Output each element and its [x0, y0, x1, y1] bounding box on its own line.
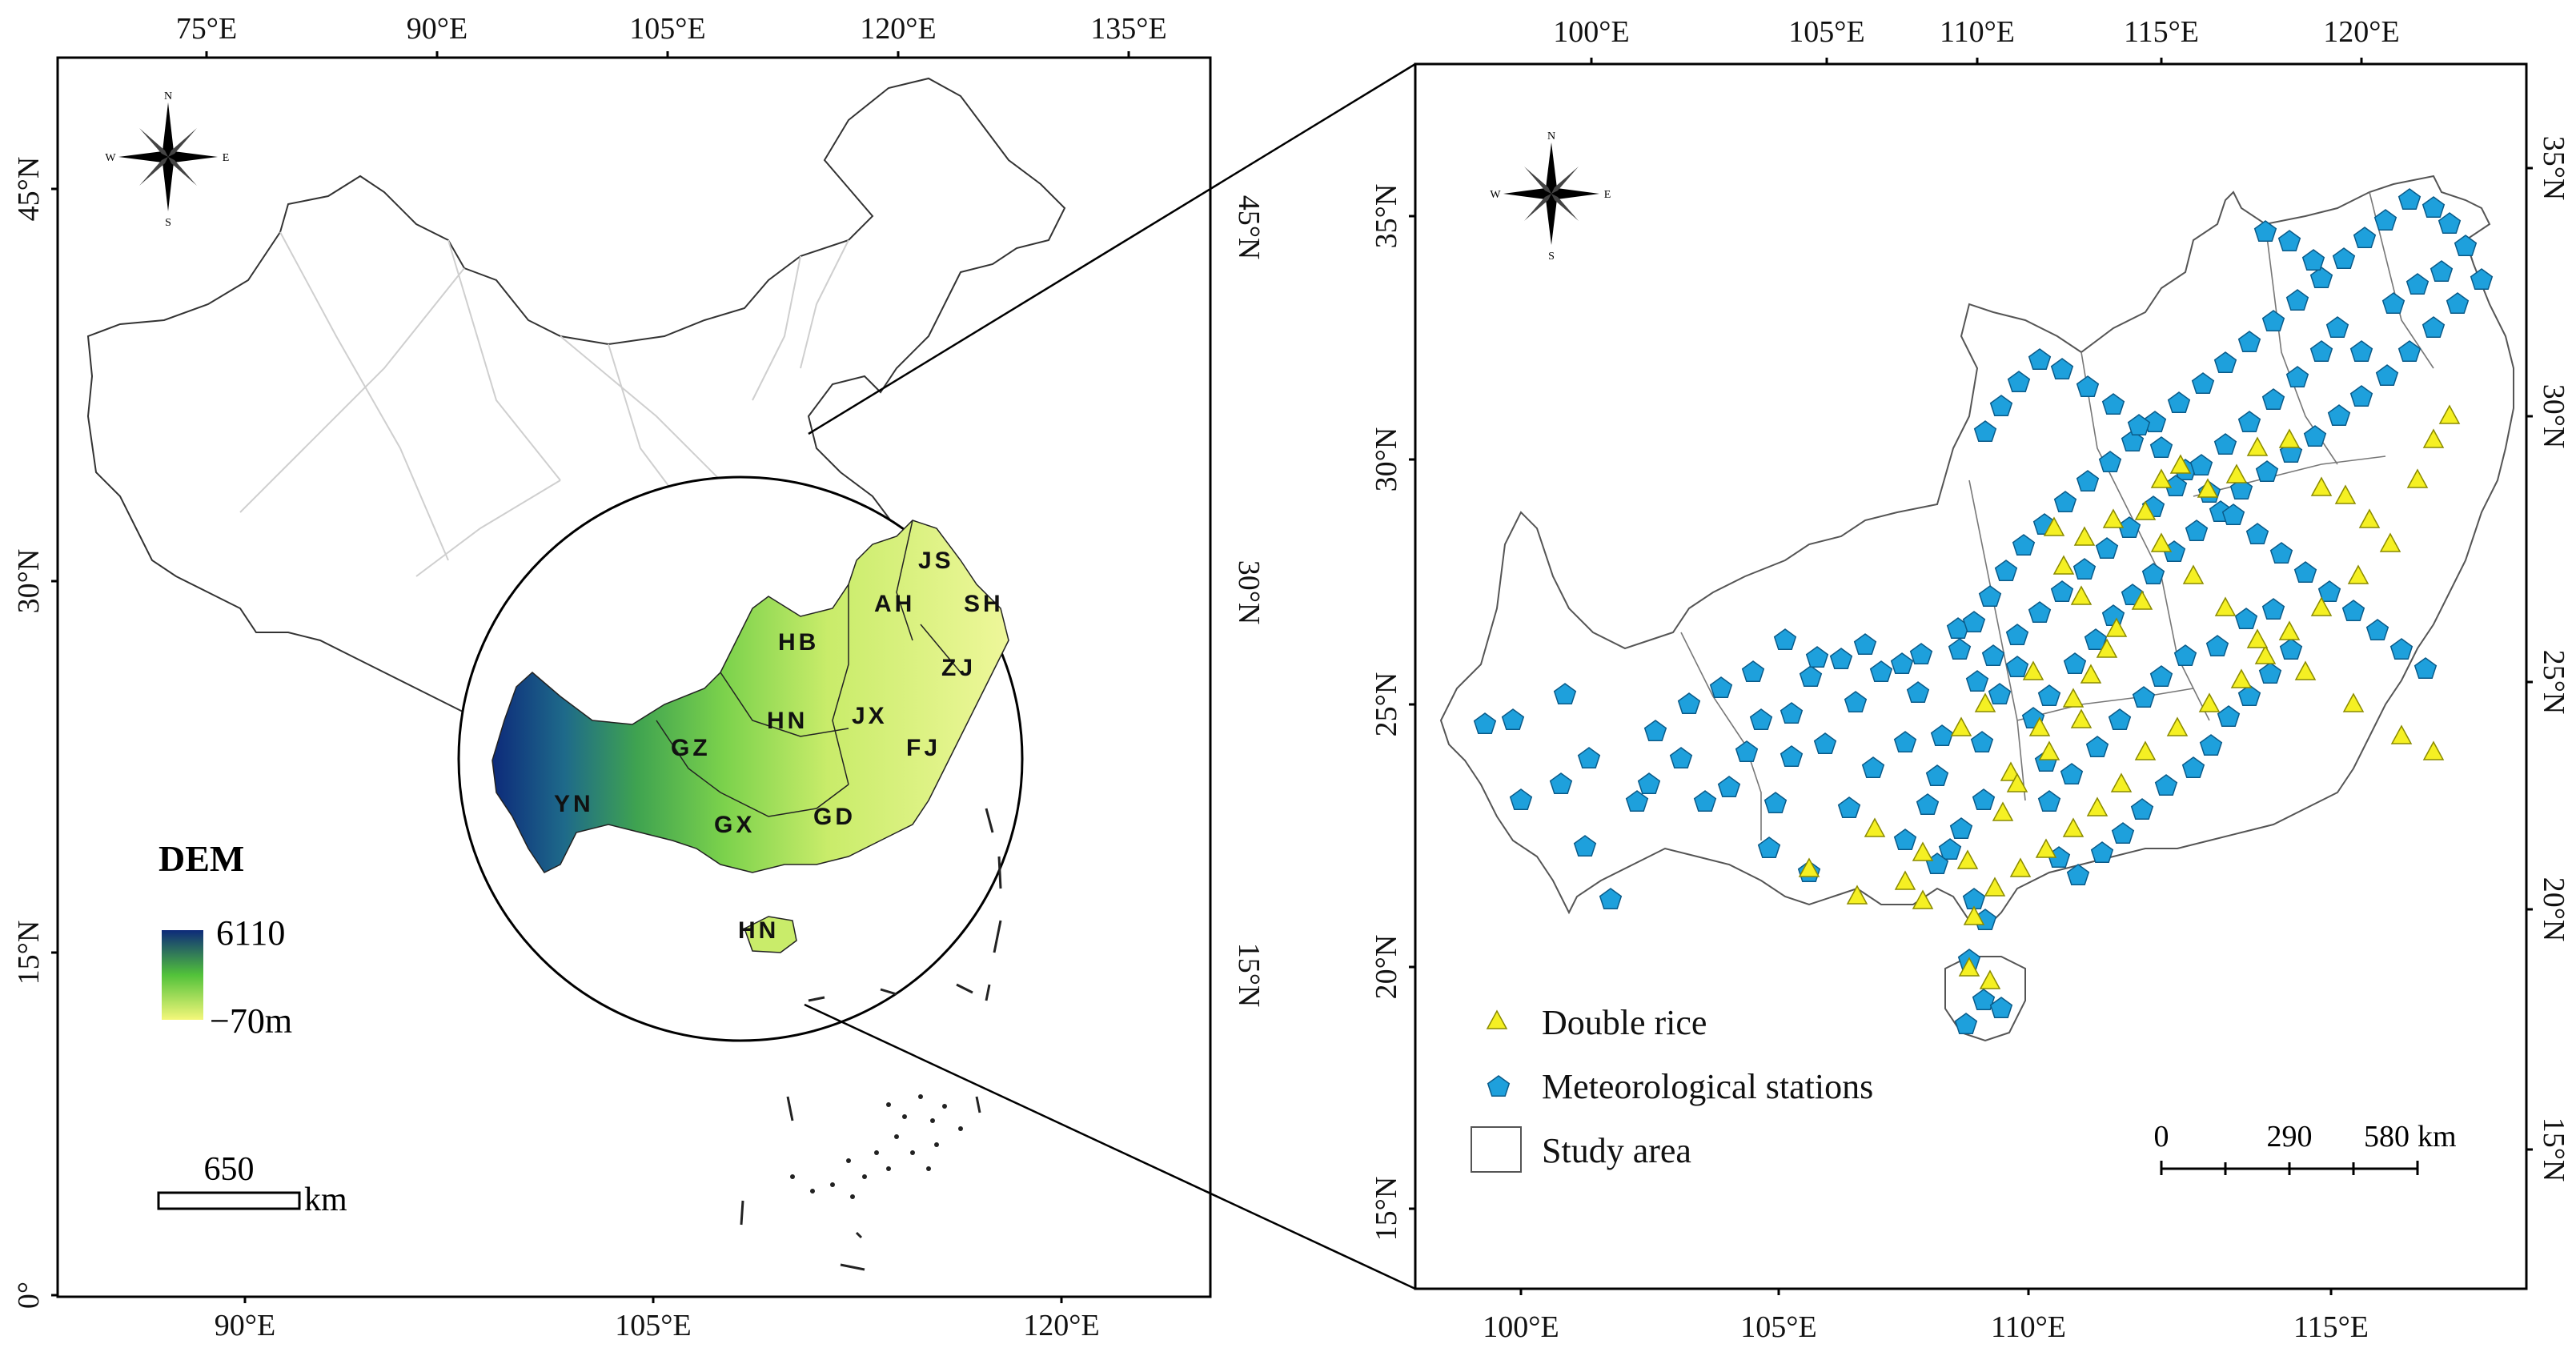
lat-tick-label: 35°N [1370, 184, 1403, 249]
lat-tick-label: 15°N [1232, 943, 1266, 1008]
province-label: HB [778, 629, 819, 656]
province-label: SH [964, 591, 1004, 617]
lon-tick-label: 120°E [860, 12, 936, 46]
lat-tick-label: 0° [12, 1282, 46, 1309]
lon-tick-label: 110°E [1940, 15, 2015, 49]
lat-tick-label: 30°N [1232, 560, 1266, 625]
dem-legend-min: −70m [210, 1001, 292, 1041]
lat-tick-label: 45°N [12, 157, 46, 222]
compass-w: W [1490, 189, 1501, 201]
province-label: GD [813, 804, 856, 830]
right-top-lon-ticks: 100°E 105°E 110°E 115°E 120°E [1553, 15, 2399, 49]
province-label: HN [738, 917, 779, 944]
dem-color-ramp [162, 930, 203, 1020]
lon-tick-label: 100°E [1483, 1310, 1559, 1344]
compass-e: E [223, 152, 230, 164]
left-map-ticks [51, 51, 1130, 1303]
lat-tick-label: 15°N [12, 921, 46, 985]
left-inner-lat-ticks: 45°N 30°N 15°N [1232, 195, 1266, 1008]
legend-study-area: Study area [1542, 1131, 1691, 1170]
lat-tick-label: 25°N [2537, 650, 2570, 715]
province-label: JS [918, 548, 954, 574]
left-top-lon-ticks: 75°E 90°E 105°E 120°E 135°E [176, 12, 1167, 46]
lon-tick-label: 115°E [2293, 1310, 2369, 1344]
province-label: ZJ [941, 655, 976, 681]
lon-tick-label: 90°E [407, 12, 467, 46]
lon-tick-label: 100°E [1553, 15, 1629, 49]
scale-bar-value: 650 [204, 1151, 255, 1188]
lon-tick-label: 90°E [215, 1309, 275, 1342]
lat-tick-label: 30°N [2537, 384, 2570, 449]
south-sea-islands [740, 808, 1002, 1271]
scale-bar-t0: 0 [2154, 1120, 2169, 1153]
lon-tick-label: 105°E [615, 1309, 691, 1342]
dem-legend: DEM 6110 −70m [158, 838, 292, 1041]
scale-bar-unit: km [304, 1181, 347, 1218]
lat-tick-label: 25°N [1370, 672, 1403, 737]
lon-tick-label: 75°E [176, 12, 237, 46]
lon-tick-label: 135°E [1090, 12, 1166, 46]
province-label: FJ [906, 735, 941, 761]
right-map-ticks [1409, 58, 2533, 1295]
lat-tick-label: 35°N [2537, 136, 2570, 201]
scale-bar-t2: 580 [2364, 1120, 2409, 1153]
dem-legend-max: 6110 [216, 913, 285, 953]
scale-bar-unit: km [2418, 1120, 2457, 1153]
lat-tick-label: 15°N [2537, 1117, 2570, 1182]
lon-tick-label: 105°E [1740, 1310, 1816, 1344]
north-arrow-icon: N S E W [1490, 130, 1611, 263]
lon-tick-label: 105°E [1788, 15, 1864, 49]
right-legend: Double rice Meteorological stations Stud… [1471, 1003, 1873, 1173]
province-label: JX [852, 703, 888, 729]
lat-tick-label: 20°N [2537, 877, 2570, 942]
lon-tick-label: 120°E [2323, 15, 2399, 49]
dem-legend-title: DEM [158, 838, 244, 879]
dem-region [492, 520, 1009, 953]
lon-tick-label: 105°E [629, 12, 705, 46]
compass-s: S [165, 217, 171, 229]
compass-n: N [164, 90, 172, 102]
lon-tick-label: 110°E [1991, 1310, 2066, 1344]
right-right-lat-ticks: 35°N 30°N 25°N 20°N 15°N [2537, 136, 2570, 1182]
left-scale-bar: 650 km [157, 1151, 347, 1218]
compass-e: E [1604, 189, 1611, 201]
province-label: GZ [671, 735, 711, 761]
right-left-lat-ticks: 35°N 30°N 25°N 20°N 15°N [1370, 184, 1403, 1242]
lat-tick-label: 15°N [1370, 1177, 1403, 1242]
legend-study-area-swatch [1471, 1126, 1522, 1173]
lat-tick-label: 45°N [1232, 195, 1266, 260]
left-lat-ticks: 45°N 30°N 15°N 0° [12, 157, 46, 1309]
legend-double-rice: Double rice [1542, 1003, 1707, 1042]
left-bottom-lon-ticks: 90°E 105°E 120°E [215, 1309, 1100, 1342]
lon-tick-label: 120°E [1023, 1309, 1099, 1342]
scale-bar-t1: 290 [2267, 1120, 2313, 1153]
province-label: GX [714, 812, 755, 838]
lat-tick-label: 30°N [1370, 427, 1403, 492]
lat-tick-label: 20°N [1370, 935, 1403, 1000]
compass-n: N [1547, 130, 1555, 142]
lon-tick-label: 115°E [2124, 15, 2199, 49]
zoom-connector-lines [804, 62, 1416, 1290]
province-label: HN [767, 708, 808, 734]
legend-stations: Meteorological stations [1542, 1067, 1873, 1106]
province-label: AH [874, 591, 915, 617]
province-label: YN [554, 791, 594, 817]
north-arrow-icon: N S E W [105, 90, 229, 229]
compass-w: W [105, 152, 116, 164]
lat-tick-label: 30°N [12, 549, 46, 614]
compass-s: S [1548, 251, 1555, 263]
right-scale-bar: 0 290 580 km [2154, 1120, 2457, 1175]
province-labels: JS SH AH HB ZJ HN JX GZ FJ YN GX GD HN [554, 548, 1004, 944]
right-bottom-lon-ticks: 100°E 105°E 110°E 115°E [1483, 1310, 2369, 1344]
